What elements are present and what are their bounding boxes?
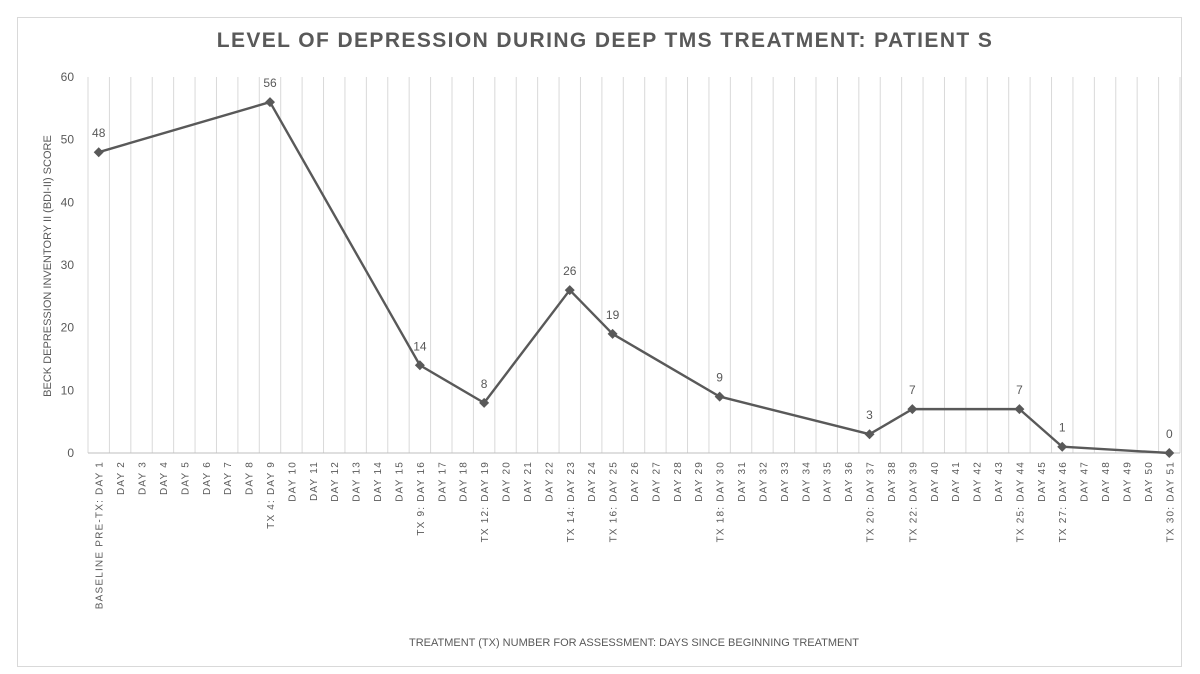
x-tick-label: DAY 7 bbox=[223, 461, 234, 495]
x-tick-label: DAY 5 bbox=[180, 461, 191, 495]
data-point-marker bbox=[265, 97, 275, 108]
y-axis-ticks: 0 10 20 30 40 50 60 bbox=[61, 70, 75, 460]
x-tick-label: DAY 20 bbox=[502, 461, 513, 502]
chart-title: LEVEL OF DEPRESSION DURING DEEP TMS TREA… bbox=[216, 29, 994, 52]
x-tick-label: DAY 2 bbox=[116, 461, 127, 495]
y-tick-label: 50 bbox=[61, 133, 75, 147]
data-label: 14 bbox=[413, 339, 427, 353]
x-tick-label: DAY 31 bbox=[737, 461, 748, 502]
x-tick-label: TX 18: DAY 30 bbox=[716, 461, 727, 542]
x-tick-label: DAY 42 bbox=[973, 461, 984, 502]
data-label: 9 bbox=[716, 371, 723, 385]
x-tick-label: DAY 45 bbox=[1037, 461, 1048, 502]
chart-frame bbox=[17, 17, 1182, 667]
x-tick-label: DAY 8 bbox=[245, 461, 256, 495]
y-tick-label: 30 bbox=[61, 258, 75, 272]
y-axis-title: BECK DEPRESSION INVENTORY II (BDI-II) SC… bbox=[42, 135, 54, 397]
data-label: 1 bbox=[1059, 421, 1066, 435]
data-point-marker bbox=[414, 360, 425, 371]
x-tick-label: DAY 28 bbox=[673, 461, 684, 502]
data-point-marker bbox=[1057, 441, 1068, 452]
x-tick-label: TX 16: DAY 25 bbox=[609, 461, 620, 542]
x-tick-label: DAY 22 bbox=[544, 461, 555, 502]
x-tick-label: TX 9: DAY 16 bbox=[416, 461, 427, 536]
data-point-marker bbox=[564, 285, 575, 296]
x-tick-label: DAY 21 bbox=[523, 461, 534, 502]
x-tick-label: DAY 48 bbox=[1101, 461, 1112, 502]
data-point-marker bbox=[907, 404, 918, 415]
x-tick-label: TX 20: DAY 37 bbox=[866, 461, 877, 542]
x-tick-label: DAY 18 bbox=[459, 461, 470, 502]
x-tick-label: DAY 17 bbox=[437, 461, 448, 502]
x-tick-label: TX 30: DAY 51 bbox=[1165, 461, 1176, 542]
data-label: 19 bbox=[606, 308, 620, 322]
y-tick-label: 40 bbox=[61, 195, 75, 209]
x-tick-label: DAY 26 bbox=[630, 461, 641, 502]
x-tick-label: TX 14: DAY 23 bbox=[566, 461, 577, 542]
x-tick-label: DAY 49 bbox=[1122, 461, 1133, 502]
data-point-marker bbox=[607, 328, 618, 339]
x-tick-label: BASELINE PRE-TX: DAY 1 bbox=[95, 461, 106, 609]
x-tick-label: TX 4: DAY 9 bbox=[266, 461, 277, 529]
y-tick-label: 10 bbox=[61, 383, 75, 397]
x-tick-label: TX 22: DAY 39 bbox=[908, 461, 919, 542]
x-tick-label: DAY 33 bbox=[780, 461, 791, 502]
data-point-marker bbox=[479, 397, 490, 408]
x-tick-label: DAY 15 bbox=[394, 461, 405, 502]
data-point-marker bbox=[864, 429, 875, 440]
x-tick-label: DAY 6 bbox=[202, 461, 213, 495]
y-tick-label: 20 bbox=[61, 321, 75, 335]
x-tick-label: DAY 11 bbox=[309, 461, 320, 501]
x-tick-label: DAY 32 bbox=[758, 461, 769, 502]
x-tick-label: DAY 3 bbox=[138, 461, 149, 495]
x-tick-label: DAY 10 bbox=[287, 461, 298, 502]
x-tick-label: DAY 13 bbox=[352, 461, 363, 502]
data-point-marker bbox=[1164, 448, 1175, 458]
x-tick-label: DAY 41 bbox=[951, 461, 962, 502]
y-tick-label: 0 bbox=[67, 446, 74, 460]
data-label: 26 bbox=[563, 264, 577, 278]
data-label: 8 bbox=[481, 377, 488, 391]
data-label: 0 bbox=[1166, 427, 1173, 441]
x-tick-label: DAY 50 bbox=[1144, 461, 1155, 502]
data-label: 7 bbox=[1016, 383, 1023, 397]
x-tick-label: DAY 35 bbox=[823, 461, 834, 502]
data-label: 3 bbox=[866, 408, 873, 422]
data-point-marker bbox=[1014, 404, 1025, 415]
x-tick-label: DAY 34 bbox=[801, 461, 812, 502]
x-axis-title: TREATMENT (TX) NUMBER FOR ASSESSMENT: DA… bbox=[409, 637, 859, 649]
x-tick-label: DAY 14 bbox=[373, 461, 384, 502]
x-tick-label: DAY 40 bbox=[930, 461, 941, 502]
x-tick-label: TX 25: DAY 44 bbox=[1015, 461, 1026, 542]
x-tick-label: DAY 4 bbox=[159, 461, 170, 495]
x-tick-label: DAY 47 bbox=[1080, 461, 1091, 502]
x-tick-label: DAY 24 bbox=[587, 461, 598, 502]
x-tick-label: DAY 43 bbox=[994, 461, 1005, 502]
gridlines bbox=[87, 77, 1181, 453]
x-tick-label: TX 12: DAY 19 bbox=[480, 461, 491, 542]
data-label: 56 bbox=[263, 76, 277, 90]
data-point-marker bbox=[93, 147, 104, 158]
data-point-marker bbox=[714, 391, 725, 402]
x-axis-ticks: BASELINE PRE-TX: DAY 1 DAY 2 DAY 3 DAY 4 DAY… bbox=[95, 461, 1177, 609]
data-label: 48 bbox=[92, 126, 106, 140]
x-tick-label: TX 27: DAY 46 bbox=[1058, 461, 1069, 542]
x-tick-label: DAY 38 bbox=[887, 461, 898, 502]
x-tick-label: DAY 27 bbox=[651, 461, 662, 502]
x-tick-label: DAY 12 bbox=[330, 461, 341, 502]
y-tick-label: 60 bbox=[61, 70, 75, 84]
data-labels: 48 56 14 8 26 19 9 3 7 7 1 0 bbox=[92, 76, 1173, 441]
x-tick-label: DAY 36 bbox=[844, 461, 855, 502]
x-tick-label: DAY 29 bbox=[694, 461, 705, 502]
series bbox=[93, 97, 1175, 458]
data-label: 7 bbox=[909, 383, 916, 397]
series-line bbox=[98, 100, 1170, 455]
